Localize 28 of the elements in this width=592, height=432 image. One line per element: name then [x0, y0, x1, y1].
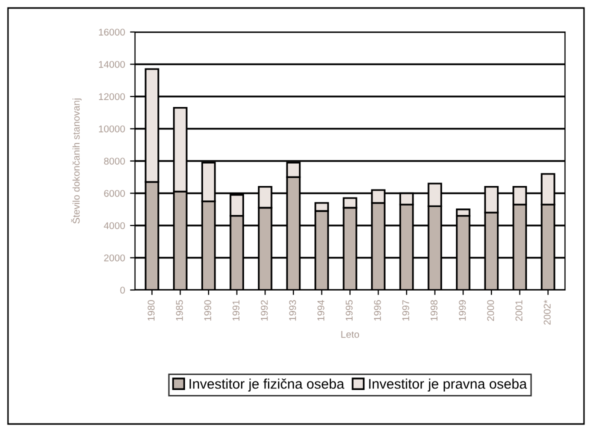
x-tick-label: 2002*: [544, 300, 551, 325]
x-tick-label: 1997: [402, 300, 410, 321]
x-tick-label: 1993: [289, 300, 296, 321]
x-tick-label: 2000: [487, 300, 494, 321]
y-tick-label: 10000: [98, 125, 125, 132]
x-tick-label: 1996: [374, 300, 381, 321]
x-tick-label: 1990: [204, 300, 212, 321]
x-axis-title: Leto: [341, 331, 360, 338]
y-axis-title: Število dokončanih stanovanj: [71, 98, 82, 224]
y-tick-label: 4000: [104, 222, 125, 230]
x-tick-label: 2001: [515, 300, 522, 321]
y-tick-label: 14000: [98, 60, 125, 68]
y-tick-label: 6000: [104, 190, 125, 197]
y-tick-label: 16000: [98, 28, 125, 36]
legend-label: Investitor je fizična oseba: [190, 378, 344, 392]
y-tick-label: 8000: [104, 158, 125, 165]
y-tick-label: 0: [120, 286, 125, 294]
x-tick-label: 1995: [346, 300, 353, 321]
x-tick-label: 1985: [176, 300, 183, 321]
x-tick-label: 1998: [430, 300, 438, 321]
legend-label: Investitor je pravna oseba: [369, 378, 527, 392]
y-tick-label: 12000: [98, 93, 125, 100]
x-tick-label: 1994: [317, 300, 324, 321]
x-tick-label: 1992: [260, 300, 268, 321]
y-tick-label: 2000: [104, 254, 125, 262]
x-tick-label: 1991: [232, 300, 240, 321]
x-tick-label: 1999: [458, 300, 466, 321]
x-tick-label: 1980: [148, 300, 155, 321]
